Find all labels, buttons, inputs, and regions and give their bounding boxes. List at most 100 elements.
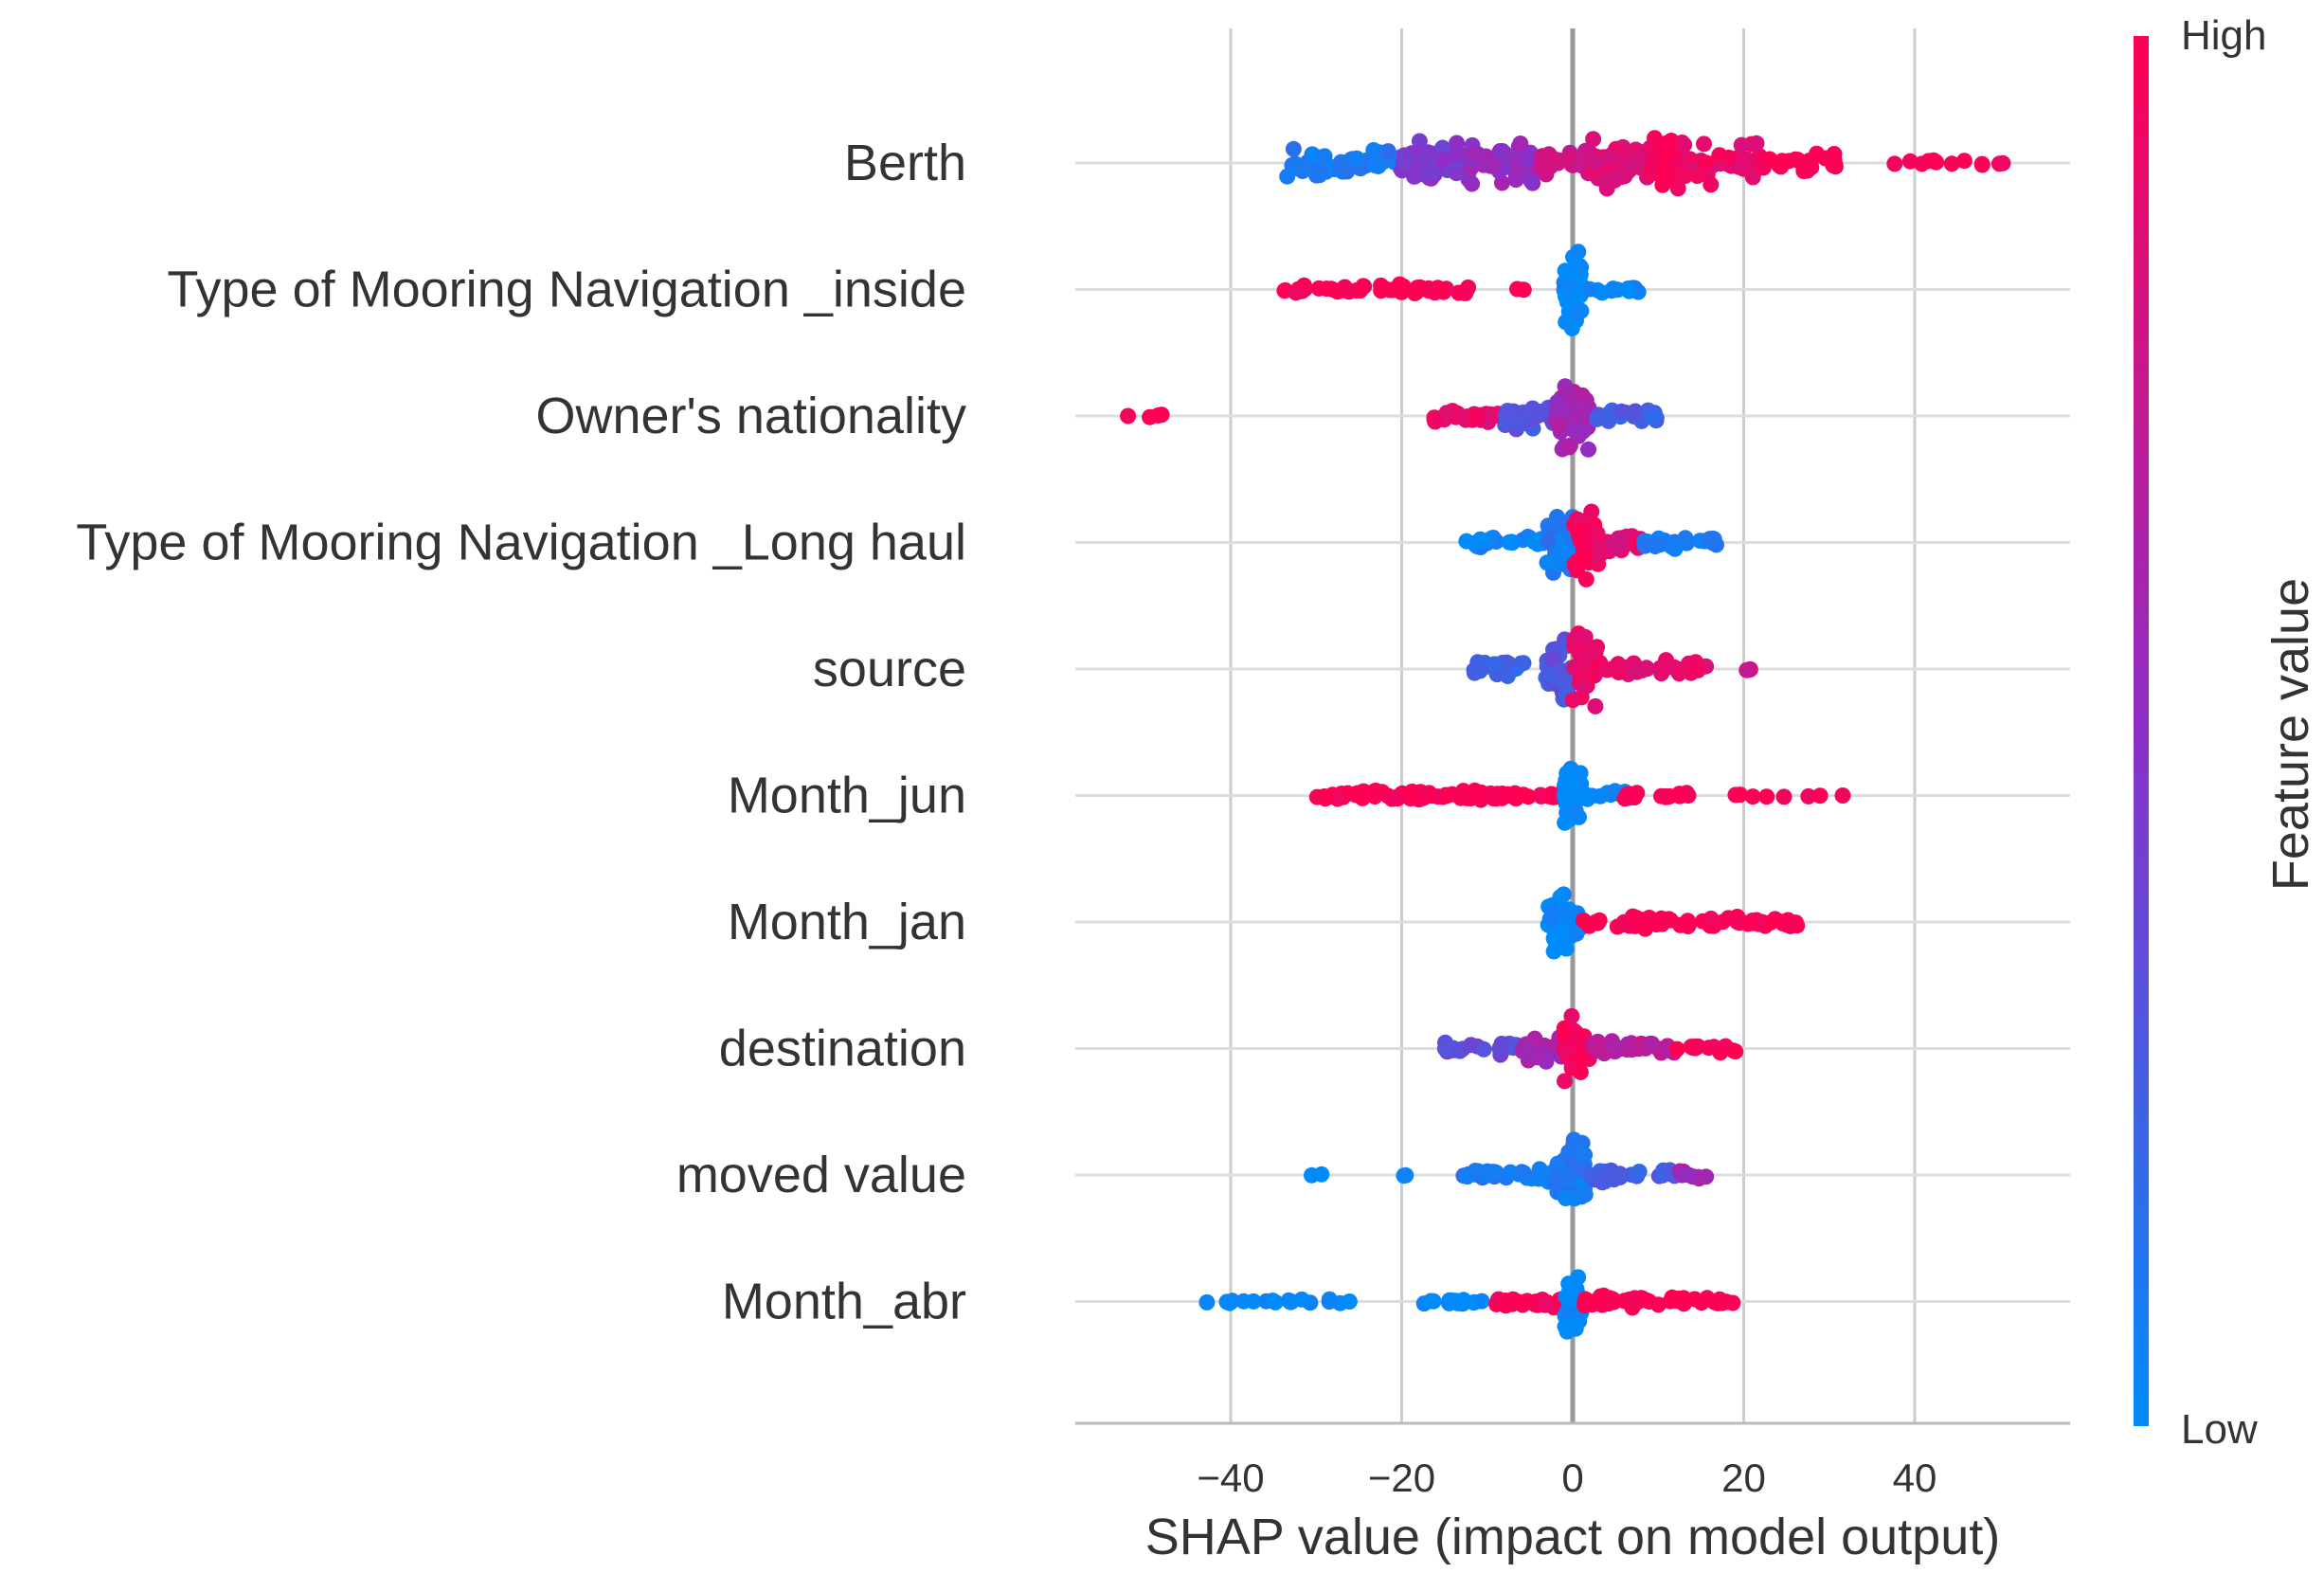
shap-point: [1576, 678, 1593, 695]
shap-point: [1494, 143, 1511, 159]
shap-point: [1563, 1007, 1580, 1024]
shap-point: [1733, 136, 1750, 154]
shap-point: [1611, 659, 1628, 676]
shap-point: [1329, 790, 1346, 807]
shap-point: [1580, 441, 1596, 458]
shap-point: [1626, 789, 1643, 805]
shap-point: [1436, 1040, 1453, 1058]
colorbar: High Low Feature value: [2134, 12, 2319, 1453]
shap-point: [1641, 910, 1658, 927]
shap-point: [1373, 277, 1389, 294]
shap-point: [1643, 408, 1660, 425]
shap-point: [1626, 663, 1643, 679]
shap-point: [1336, 279, 1353, 296]
shap-point: [1973, 155, 1991, 172]
x-tick-label: 40: [1893, 1455, 1937, 1500]
shap-point: [1686, 1039, 1703, 1055]
shap-point: [1689, 168, 1705, 185]
shap-point: [1568, 925, 1585, 942]
shap-point: [1574, 387, 1591, 404]
shap-point: [1670, 665, 1687, 682]
shap-point: [1676, 136, 1693, 154]
colorbar-high-label: High: [2181, 12, 2267, 59]
shap-point: [1991, 155, 2008, 172]
shap-point: [1473, 1293, 1490, 1310]
shap-point: [1628, 141, 1644, 158]
feature-label: Month_abr: [722, 1274, 966, 1330]
feature-points: [1540, 886, 1806, 960]
feature-points: [1198, 1269, 1741, 1340]
shap-point: [1464, 175, 1481, 192]
x-tick-labels: −40 −20 0 20 40: [1197, 1455, 1937, 1500]
shap-point: [1425, 1293, 1442, 1310]
shap-point: [1548, 1176, 1565, 1192]
shap-point: [1365, 142, 1382, 158]
shap-point: [1628, 910, 1645, 926]
feature-points: [1308, 760, 1851, 831]
shap-point: [1315, 149, 1332, 166]
shap-point: [1705, 1039, 1722, 1056]
shap-point: [1379, 143, 1396, 160]
shap-point: [1581, 280, 1598, 298]
shap-point: [1612, 403, 1630, 420]
shap-point: [1434, 139, 1451, 156]
shap-point: [1569, 305, 1586, 322]
shap-point: [1427, 413, 1444, 430]
shap-point: [1370, 157, 1387, 174]
feature-label: Month_jan: [728, 894, 966, 950]
shap-point: [1603, 1039, 1620, 1056]
shap-point: [1153, 407, 1170, 424]
shap-point: [1623, 1041, 1640, 1058]
shap-point: [1198, 1293, 1216, 1311]
shap-point: [1732, 786, 1749, 804]
shap-point: [1288, 284, 1305, 301]
shap-point: [1448, 1293, 1465, 1310]
shap-point: [1366, 788, 1383, 805]
shap-point: [1630, 1164, 1648, 1180]
shap-point: [1605, 538, 1622, 555]
shap-point: [1653, 787, 1669, 805]
shap-point: [1565, 1131, 1582, 1148]
shap-point: [1435, 152, 1452, 169]
shap-point: [1486, 656, 1503, 673]
shap-point: [1285, 140, 1302, 157]
shap-point: [1323, 280, 1340, 298]
shap-point: [1510, 1293, 1526, 1311]
shap-point: [1613, 916, 1630, 933]
shap-point: [1515, 1165, 1532, 1182]
shap-point: [1341, 1293, 1358, 1310]
shap-point: [1738, 661, 1756, 678]
shap-point: [1558, 775, 1575, 792]
shap-point: [1478, 1167, 1495, 1184]
shap-point: [1685, 660, 1702, 678]
shap-point: [1466, 146, 1483, 163]
feature-labels: Berth Type of Mooring Navigation _inside O…: [76, 135, 966, 1330]
shap-point: [1551, 417, 1568, 434]
shap-point: [1624, 1293, 1641, 1311]
shap-point: [1775, 788, 1793, 805]
shap-point: [1321, 1293, 1338, 1311]
points-layer: [1120, 130, 2011, 1340]
shap-point: [1565, 638, 1582, 655]
shap-point: [1681, 1166, 1698, 1184]
feature-label: Type of Mooring Navigation _Long haul: [76, 515, 966, 571]
feature-points: [1276, 244, 1647, 336]
shap-point: [1420, 280, 1437, 297]
shap-point: [1544, 651, 1561, 668]
shap-point: [1528, 1049, 1545, 1066]
x-axis-title: SHAP value (impact on model output): [1145, 1509, 2000, 1565]
shap-point: [1567, 803, 1584, 820]
shap-point: [1572, 522, 1589, 538]
shap-point: [1561, 1292, 1578, 1309]
shap-point: [1448, 408, 1465, 425]
shap-point: [1475, 1040, 1492, 1058]
shap-point: [1587, 154, 1604, 171]
shap-point: [1348, 150, 1365, 167]
shap-point: [1706, 1293, 1723, 1311]
shap-point: [1451, 1042, 1468, 1059]
shap-point: [1566, 1190, 1583, 1207]
shap-point: [1711, 147, 1728, 164]
feature-label: Berth: [844, 135, 966, 191]
feature-points: [1304, 1131, 1715, 1207]
shap-point: [1557, 1073, 1573, 1090]
